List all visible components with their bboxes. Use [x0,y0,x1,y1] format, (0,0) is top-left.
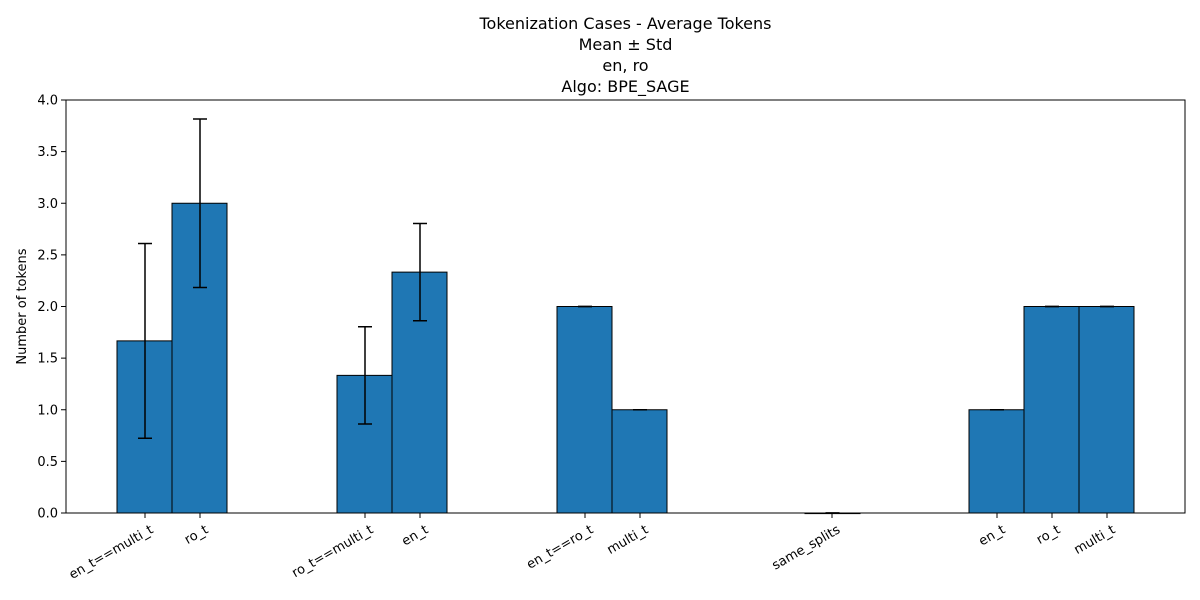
bar [1023,306,1080,514]
y-tick-label: 4.0 [37,94,58,109]
y-tick-label: 3.5 [37,145,58,160]
y-tick-label: 2.5 [37,248,58,263]
y-tick-label: 1.5 [37,352,58,367]
chart-title-line: Tokenization Cases - Average Tokens [479,14,772,33]
x-tick-label: same_splits [770,522,844,573]
bar [556,306,613,514]
chart-title: Tokenization Cases - Average Tokens Mean … [479,14,772,97]
y-axis: 0.0 0.5 1.0 1.5 2.0 2.5 3.0 3.5 4.0 [37,94,66,522]
x-tick-label: multi_t [605,522,651,557]
x-tick-label: ro_t [1034,522,1063,547]
y-tick-label: 1.0 [37,403,58,418]
y-axis-label: Number of tokens [15,248,30,364]
bar [611,409,668,514]
x-tick-label: ro_t==multi_t [290,522,376,581]
bar [1078,306,1135,514]
x-tick-label: multi_t [1072,522,1118,557]
x-tick-label: en_t==ro_t [524,522,596,572]
chart-title-line: en, ro [602,56,648,75]
x-tick-label: en_t==multi_t [67,522,156,582]
x-axis: en_t==multi_t ro_t ro_t==multi_t en_t en_t==… [67,513,1118,583]
bars [116,202,1135,515]
y-tick-label: 0.0 [37,507,58,522]
y-tick-label: 3.0 [37,197,58,212]
error-bars [138,118,1114,514]
y-tick-label: 0.5 [37,455,58,470]
x-tick-label: en_t [976,522,1008,549]
bar [968,409,1025,514]
x-tick-label: en_t [399,522,431,549]
y-tick-label: 2.0 [37,300,58,315]
chart-title-line: Algo: BPE_SAGE [561,77,689,97]
chart-title-line: Mean ± Std [579,35,673,54]
x-tick-label: ro_t [182,522,211,547]
